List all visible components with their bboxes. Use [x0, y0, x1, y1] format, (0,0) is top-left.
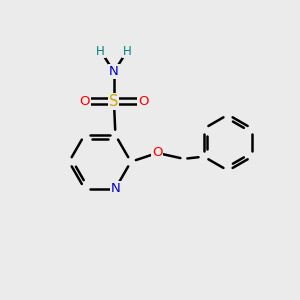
Text: H: H [123, 45, 132, 58]
Text: N: N [109, 65, 119, 78]
Text: S: S [109, 94, 119, 109]
Text: O: O [138, 94, 148, 108]
Text: O: O [152, 146, 163, 159]
Text: O: O [79, 94, 90, 108]
Text: N: N [110, 182, 120, 195]
Text: H: H [96, 45, 105, 58]
